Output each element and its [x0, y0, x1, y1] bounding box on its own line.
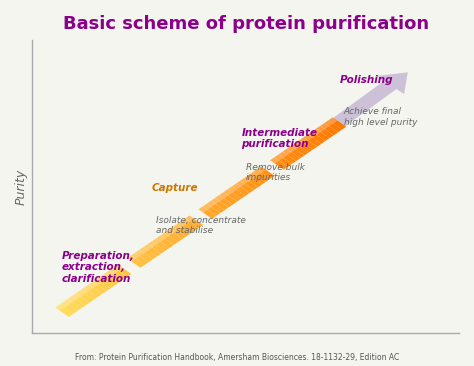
- Text: Preparation,
extraction,
clarification: Preparation, extraction, clarification: [62, 251, 135, 284]
- Text: Remove bulk
impurities: Remove bulk impurities: [246, 163, 305, 182]
- Polygon shape: [127, 216, 194, 262]
- Polygon shape: [299, 137, 317, 150]
- Polygon shape: [303, 135, 321, 147]
- Polygon shape: [203, 203, 220, 216]
- Polygon shape: [257, 167, 274, 179]
- Polygon shape: [270, 117, 337, 164]
- Polygon shape: [295, 140, 313, 152]
- Polygon shape: [156, 236, 174, 248]
- Polygon shape: [236, 181, 254, 193]
- Polygon shape: [324, 120, 342, 132]
- Polygon shape: [160, 233, 178, 245]
- Polygon shape: [274, 154, 292, 167]
- Polygon shape: [173, 224, 191, 236]
- Polygon shape: [199, 206, 216, 219]
- Polygon shape: [80, 288, 98, 300]
- Polygon shape: [248, 172, 266, 184]
- Polygon shape: [84, 285, 102, 297]
- Polygon shape: [55, 305, 73, 317]
- Polygon shape: [207, 201, 225, 213]
- Polygon shape: [144, 244, 161, 256]
- Polygon shape: [169, 227, 186, 239]
- Polygon shape: [228, 187, 246, 199]
- Polygon shape: [89, 282, 106, 294]
- Polygon shape: [59, 302, 77, 314]
- Polygon shape: [127, 255, 145, 268]
- Polygon shape: [181, 219, 199, 231]
- Polygon shape: [245, 175, 262, 187]
- Polygon shape: [93, 279, 110, 291]
- Polygon shape: [291, 143, 309, 155]
- Polygon shape: [109, 268, 127, 280]
- Polygon shape: [253, 169, 271, 182]
- Polygon shape: [211, 198, 229, 210]
- Text: Achieve final
high level purity: Achieve final high level purity: [344, 107, 417, 127]
- Polygon shape: [131, 253, 149, 265]
- Polygon shape: [55, 265, 123, 311]
- Polygon shape: [316, 126, 334, 138]
- Polygon shape: [97, 276, 115, 288]
- Y-axis label: Purity: Purity: [15, 168, 28, 205]
- Polygon shape: [219, 192, 237, 204]
- Polygon shape: [185, 216, 203, 228]
- Polygon shape: [328, 117, 346, 130]
- Polygon shape: [68, 296, 85, 308]
- Polygon shape: [215, 195, 233, 207]
- Polygon shape: [152, 239, 170, 251]
- Polygon shape: [148, 241, 165, 254]
- Polygon shape: [240, 178, 258, 190]
- Polygon shape: [101, 273, 119, 285]
- Polygon shape: [72, 293, 90, 306]
- Polygon shape: [164, 230, 182, 242]
- Polygon shape: [312, 129, 329, 141]
- Text: From: Protein Purification Handbook, Amersham Biosciences. 18-1132-29, Edition A: From: Protein Purification Handbook, Ame…: [75, 353, 399, 362]
- Text: Polishing: Polishing: [339, 75, 393, 85]
- Text: Capture: Capture: [152, 183, 198, 194]
- Polygon shape: [76, 290, 94, 303]
- Polygon shape: [224, 189, 241, 202]
- Polygon shape: [199, 167, 266, 213]
- Polygon shape: [139, 247, 157, 259]
- FancyArrow shape: [329, 72, 408, 129]
- Polygon shape: [320, 123, 338, 135]
- Polygon shape: [283, 149, 301, 161]
- Polygon shape: [64, 299, 82, 311]
- Polygon shape: [232, 184, 250, 196]
- Polygon shape: [270, 157, 288, 169]
- Text: Isolate, concentrate
and stabilise: Isolate, concentrate and stabilise: [156, 216, 246, 235]
- Polygon shape: [135, 250, 153, 262]
- Polygon shape: [177, 221, 195, 234]
- Polygon shape: [278, 152, 296, 164]
- Polygon shape: [105, 270, 123, 283]
- Text: Intermediate
purification: Intermediate purification: [241, 128, 317, 149]
- Polygon shape: [114, 265, 131, 277]
- Polygon shape: [308, 132, 326, 144]
- Polygon shape: [287, 146, 305, 158]
- Title: Basic scheme of protein purification: Basic scheme of protein purification: [63, 15, 428, 33]
